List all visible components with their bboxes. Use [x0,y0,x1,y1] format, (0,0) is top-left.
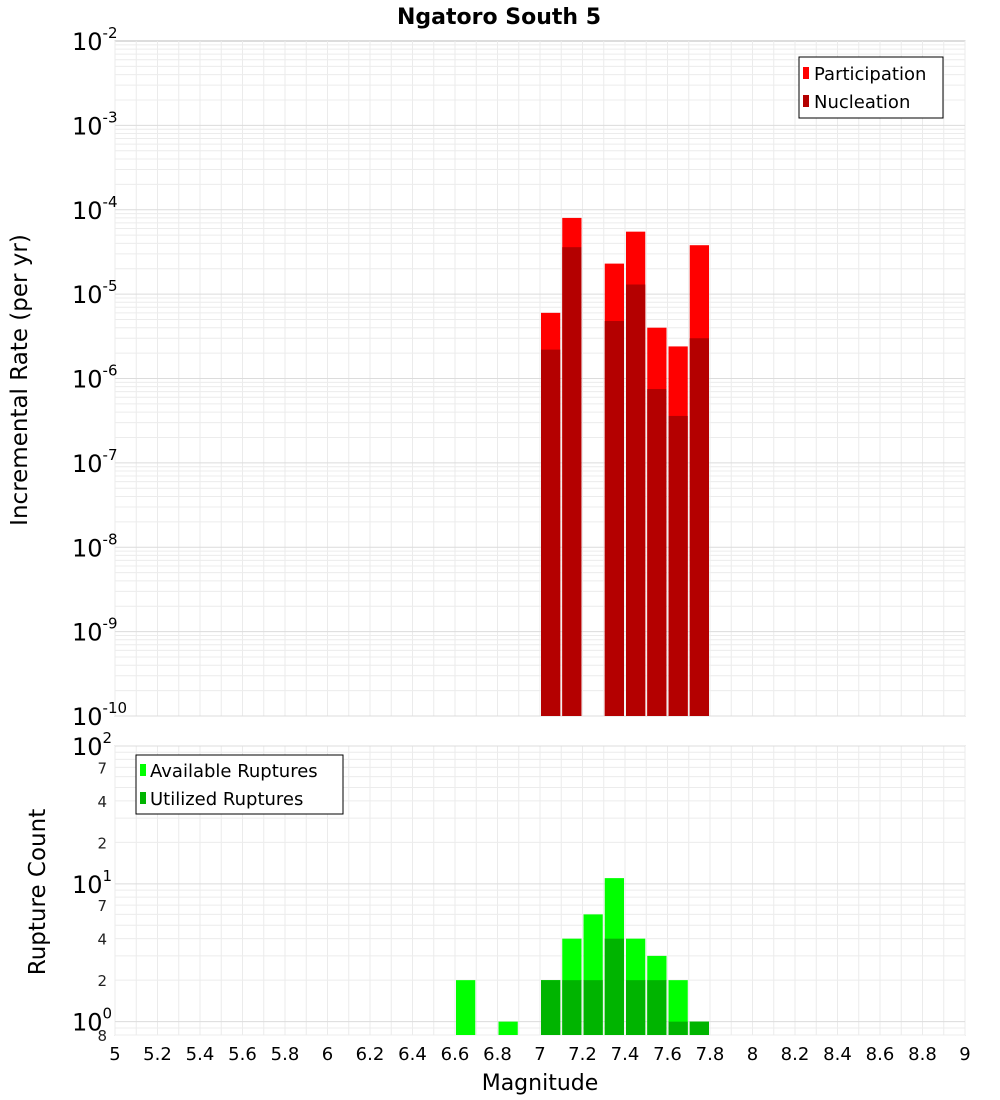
y-tick-label: 10-4 [72,193,118,225]
x-tick-label: 8.4 [823,1044,852,1065]
rate-panel-grid [114,41,966,717]
x-tick-label: 5.2 [143,1044,172,1065]
bar-utilized-ruptures [583,980,603,1035]
x-tick-label: 7.4 [611,1044,640,1065]
bar-nucleation [562,247,582,716]
bar-utilized-ruptures [562,980,582,1035]
y-tick-label: 102 [72,729,112,761]
y-tick-minor-label: 4 [97,931,107,949]
x-tick-label: 8.2 [781,1044,810,1065]
bar-utilized-ruptures [604,938,624,1035]
y-tick-label: 10-5 [72,277,118,309]
x-tick-label: 8.8 [908,1044,937,1065]
bar-utilized-ruptures [541,980,561,1035]
y-tick-label: 10-7 [72,446,118,478]
x-tick-label: 8.6 [866,1044,895,1065]
y-tick-label: 100 [72,1005,112,1037]
y-tick-minor-label: 7 [97,759,107,777]
rate-panel-ylabel: Incremental Rate (per yr) [7,234,33,526]
x-tick-label: 5.8 [271,1044,300,1065]
y-tick-minor-label: 4 [97,793,107,811]
bar-nucleation [604,321,624,716]
y-tick-label: 10-9 [72,615,118,647]
legend-box [135,754,344,815]
count-panel-bars [456,878,709,1035]
bar-nucleation [541,349,561,716]
y-tick-minor-label: 2 [97,972,107,990]
legend-swatch-nucleation [803,95,809,107]
bar-utilized-ruptures [668,1021,688,1035]
count-panel: 102 101 100 7 4 2 7 4 2 8 Rupture Count Available… [25,729,966,1045]
legend-swatch-available [140,764,146,776]
count-panel-ylabel: Rupture Count [25,809,51,975]
legend-swatch-utilized [140,792,146,804]
y-tick-label: 10-6 [72,362,118,394]
x-tick-label: 9 [959,1044,970,1065]
x-tick-label: 6.4 [398,1044,427,1065]
bar-available-ruptures [498,1021,518,1035]
legend-label-available: Available Ruptures [150,761,318,782]
x-tick-label: 8 [747,1044,758,1065]
bar-nucleation [626,284,646,716]
y-tick-label: 10-8 [72,530,118,562]
bar-available-ruptures [668,980,688,1035]
x-tick-label: 5.6 [228,1044,257,1065]
rate-panel-legend: Participation Nucleation [798,56,944,119]
x-tick-label: 6.6 [441,1044,470,1065]
bar-utilized-ruptures [626,980,646,1035]
x-axis-ticks: 5 5.2 5.4 5.6 5.8 6 6.2 6.4 6.6 6.8 7 7.2 7.4 7.6 7.8 8… [109,1044,970,1065]
chart-title: Ngatoro South 5 [397,5,601,30]
x-axis-label: Magnitude [482,1071,599,1096]
y-tick-label: 101 [72,867,112,899]
x-tick-label: 7 [534,1044,545,1065]
bar-utilized-ruptures [647,980,667,1035]
y-tick-label: 10-10 [72,699,127,731]
x-tick-label: 6.2 [356,1044,385,1065]
legend-label-participation: Participation [814,64,926,85]
bar-utilized-ruptures [689,1021,709,1035]
bar-nucleation [668,415,688,716]
legend-swatch-participation [803,67,809,79]
x-tick-label: 6.8 [483,1044,512,1065]
x-tick-label: 6 [322,1044,333,1065]
legend-box [798,56,944,119]
x-tick-label: 5 [109,1044,120,1065]
rate-panel-bars [541,217,709,717]
y-tick-minor-label: 8 [97,1027,107,1045]
y-tick-label: 10-2 [72,24,118,56]
x-tick-label: 7.6 [653,1044,682,1065]
rate-panel-yticks: 10-2 10-3 10-4 10-5 10-6 10-7 10-8 10-9 10-10 [72,24,127,731]
legend-label-utilized: Utilized Ruptures [150,789,303,810]
x-tick-label: 5.4 [186,1044,215,1065]
legend-label-nucleation: Nucleation [814,92,910,113]
x-tick-label: 7.2 [568,1044,597,1065]
bar-nucleation [689,338,709,716]
y-tick-minor-label: 7 [97,897,107,915]
bar-nucleation [647,389,667,716]
bar-available-ruptures [456,980,476,1035]
count-panel-legend: Available Ruptures Utilized Ruptures [135,754,344,815]
x-tick-label: 7.8 [696,1044,725,1065]
rate-panel: 10-2 10-3 10-4 10-5 10-6 10-7 10-8 10-9 10-10 In… [7,24,966,731]
count-panel-yticks: 102 101 100 7 4 2 7 4 2 8 [72,729,112,1045]
y-tick-label: 10-3 [72,108,118,140]
y-tick-minor-label: 2 [97,834,107,852]
